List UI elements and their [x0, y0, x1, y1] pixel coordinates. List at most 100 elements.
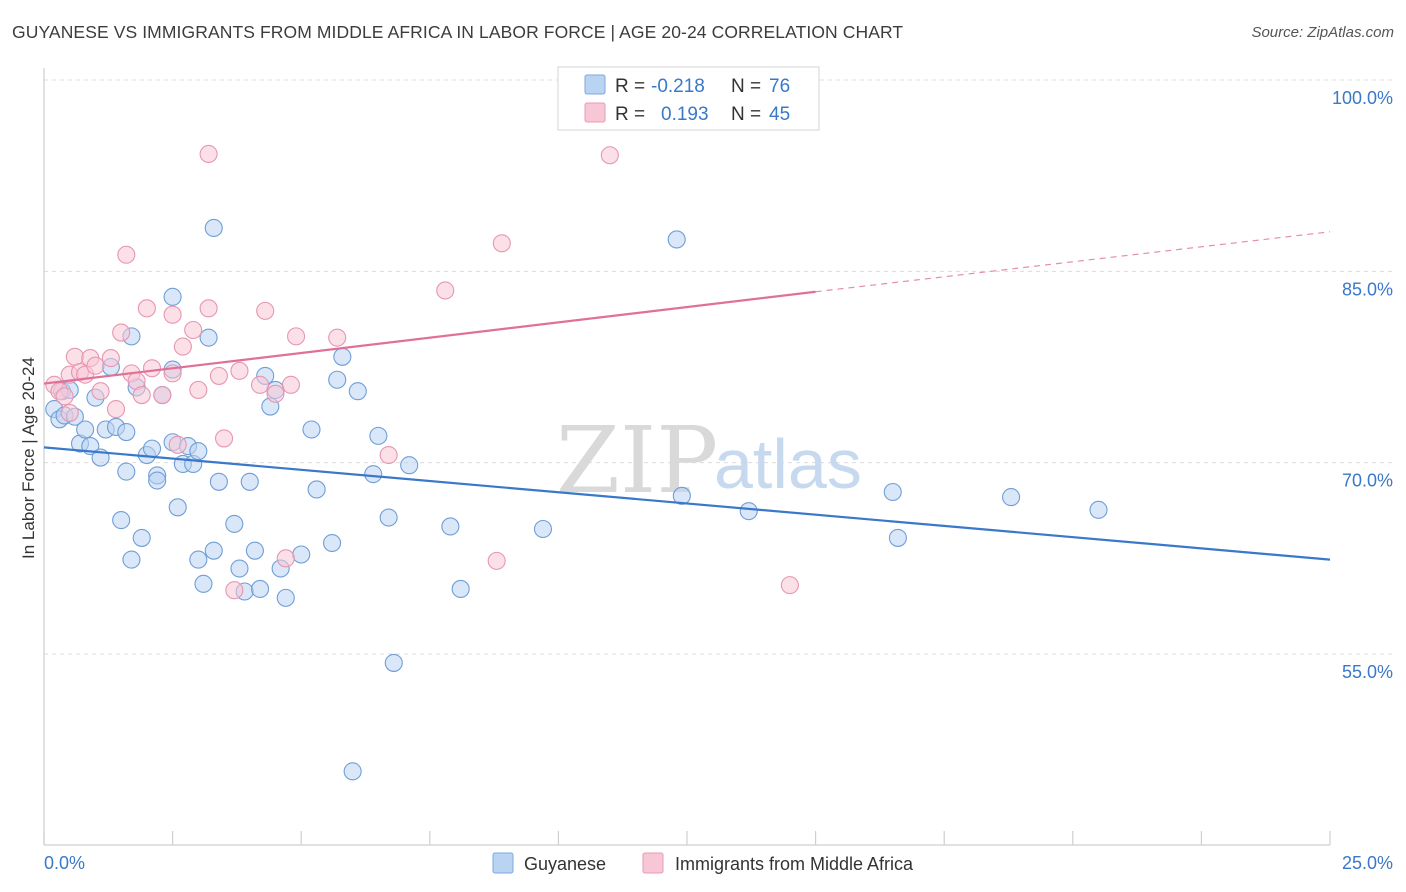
data-point	[117, 245, 136, 264]
data-point	[328, 328, 347, 347]
legend-label-guyanese: Guyanese	[524, 854, 606, 874]
data-point	[667, 230, 686, 249]
watermark-zip: ZIP	[556, 407, 718, 514]
axes	[43, 68, 1331, 846]
legend-series: Guyanese Immigrants from Middle Africa	[492, 852, 914, 874]
y-tick-label: 85.0%	[1342, 279, 1393, 299]
data-point	[888, 528, 907, 547]
data-point	[60, 403, 79, 422]
data-point	[199, 328, 218, 347]
data-point	[256, 301, 275, 320]
data-point	[307, 480, 326, 499]
legend-swatch-guyanese	[492, 852, 514, 874]
data-point	[266, 384, 285, 403]
data-point	[86, 356, 105, 375]
legend-n-label-1: N =	[731, 76, 761, 97]
data-point	[379, 445, 398, 465]
watermark: ZIP atlas	[556, 407, 862, 514]
data-point	[173, 337, 192, 356]
data-point	[194, 574, 213, 593]
data-point	[441, 517, 460, 536]
legend-swatch-middle-africa	[642, 852, 664, 874]
data-point	[384, 653, 403, 672]
data-point	[163, 305, 182, 324]
data-point	[148, 471, 167, 490]
legend-n-label-2: N =	[731, 104, 761, 125]
data-point	[132, 386, 151, 405]
data-point	[323, 533, 342, 553]
chart-title: GUYANESE VS IMMIGRANTS FROM MIDDLE AFRIC…	[12, 22, 904, 42]
data-point	[1002, 488, 1021, 507]
data-point	[189, 550, 208, 569]
chart-source: Source: ZipAtlas.com	[1251, 24, 1394, 41]
data-point	[117, 423, 136, 442]
legend-n-value-2: 45	[769, 104, 790, 125]
data-point	[287, 327, 306, 346]
data-point	[199, 299, 218, 318]
legend-swatch-pink	[584, 102, 606, 123]
data-point	[153, 386, 172, 405]
data-point	[184, 320, 203, 340]
data-point	[101, 349, 120, 368]
trend-line	[43, 446, 1331, 561]
data-point	[225, 514, 244, 533]
data-point	[487, 551, 506, 570]
data-point	[65, 347, 84, 366]
y-axis-title: In Labor Force | Age 20-24	[19, 357, 38, 559]
legend-r-value-2: 0.193	[661, 104, 709, 125]
y-tick-label: 55.0%	[1342, 662, 1393, 682]
data-point	[122, 550, 141, 569]
y-tick-label: 100.0%	[1332, 88, 1393, 108]
data-point	[492, 234, 511, 253]
y-tick-label: 70.0%	[1342, 471, 1393, 491]
data-point	[117, 462, 136, 481]
data-point	[230, 559, 249, 578]
legend-label-middle-africa: Immigrants from Middle Africa	[675, 854, 914, 874]
data-point	[250, 375, 270, 394]
data-point	[240, 472, 259, 491]
data-point	[55, 387, 74, 406]
legend-n-value-1: 76	[769, 76, 790, 97]
x-tick-labels: 0.0% 25.0%	[44, 853, 1393, 873]
data-point	[780, 576, 799, 595]
trend-line	[43, 290, 816, 385]
data-point	[209, 472, 228, 491]
legend-r-label-2: R =	[615, 104, 645, 125]
data-point	[292, 545, 311, 564]
data-point	[209, 366, 228, 385]
trend-lines	[43, 231, 1331, 561]
series-middle-africa-points	[45, 70, 799, 600]
data-point	[106, 400, 126, 419]
y-tick-labels: 55.0% 70.0% 85.0% 100.0%	[1332, 88, 1393, 682]
data-point	[379, 508, 398, 527]
data-point	[343, 762, 362, 781]
data-point	[739, 502, 758, 521]
data-point	[436, 281, 455, 300]
data-point	[302, 420, 321, 439]
data-point	[142, 439, 162, 458]
legend-r-label-1: R =	[615, 76, 645, 97]
data-point	[199, 144, 218, 164]
data-point	[281, 375, 300, 394]
data-point	[245, 541, 264, 560]
data-point	[230, 361, 249, 380]
data-point	[600, 146, 619, 165]
data-point	[91, 382, 110, 401]
data-point	[1089, 500, 1108, 519]
data-point	[533, 519, 553, 539]
data-point	[672, 486, 691, 505]
data-point	[400, 456, 419, 475]
data-point	[189, 380, 208, 400]
data-point	[112, 323, 131, 342]
data-point	[168, 435, 187, 454]
data-point	[112, 511, 131, 530]
data-point	[328, 370, 347, 389]
data-point	[189, 442, 208, 461]
data-point	[168, 498, 187, 517]
data-point	[883, 482, 902, 502]
data-point	[451, 579, 470, 598]
legend-r-value-1: -0.218	[651, 76, 705, 97]
data-point	[276, 549, 295, 568]
data-point	[204, 541, 223, 560]
